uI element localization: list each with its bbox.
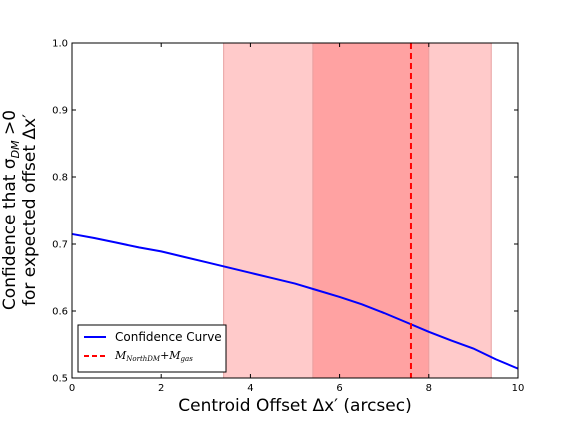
svg-text:Confidence that σDM >0: Confidence that σDM >0 [0, 110, 22, 310]
x-axis-label: Centroid Offset Δx′ (arcsec) [178, 396, 411, 416]
y-tick-label: 0.7 [52, 240, 68, 251]
y-tick-label: 1.0 [52, 39, 68, 50]
x-tick-label: 2 [158, 383, 164, 394]
x-tick-label: 4 [247, 383, 253, 394]
confidence-bands [223, 43, 492, 378]
legend-box [77, 324, 227, 373]
y-axis-label: Confidence that σDM >0 for expected offs… [0, 110, 40, 310]
y-tick-label: 0.5 [52, 374, 68, 385]
legend: Confidence Curve MNorthDM+Mgas [77, 324, 227, 373]
y-ticks: 0.5 0.6 0.7 0.8 0.9 1.0 [52, 39, 518, 385]
x-tick-label: 0 [69, 383, 75, 394]
x-tick-label: 10 [512, 383, 525, 394]
y-axis-label-line2: for expected offset Δx′ [20, 114, 40, 306]
legend-vline-label: MNorthDM+Mgas [114, 349, 193, 363]
y-tick-label: 0.8 [52, 173, 68, 184]
x-tick-label: 6 [336, 383, 342, 394]
confidence-curve-line [71, 232, 519, 370]
legend-curve-label: Confidence Curve [115, 330, 222, 344]
confidence-curve [71, 232, 519, 370]
y-axis-label-line1: Confidence that σ [0, 158, 20, 310]
confidence-band-1 [312, 43, 429, 378]
x-ticks: 0 2 4 6 8 10 [69, 43, 525, 394]
y-axis-label-tail: >0 [0, 110, 20, 140]
x-tick-label: 8 [426, 383, 432, 394]
y-tick-label: 0.9 [52, 106, 68, 117]
y-tick-label: 0.6 [52, 307, 68, 318]
y-axis-label-sub: DM [9, 140, 22, 158]
plot-frame [71, 42, 519, 379]
